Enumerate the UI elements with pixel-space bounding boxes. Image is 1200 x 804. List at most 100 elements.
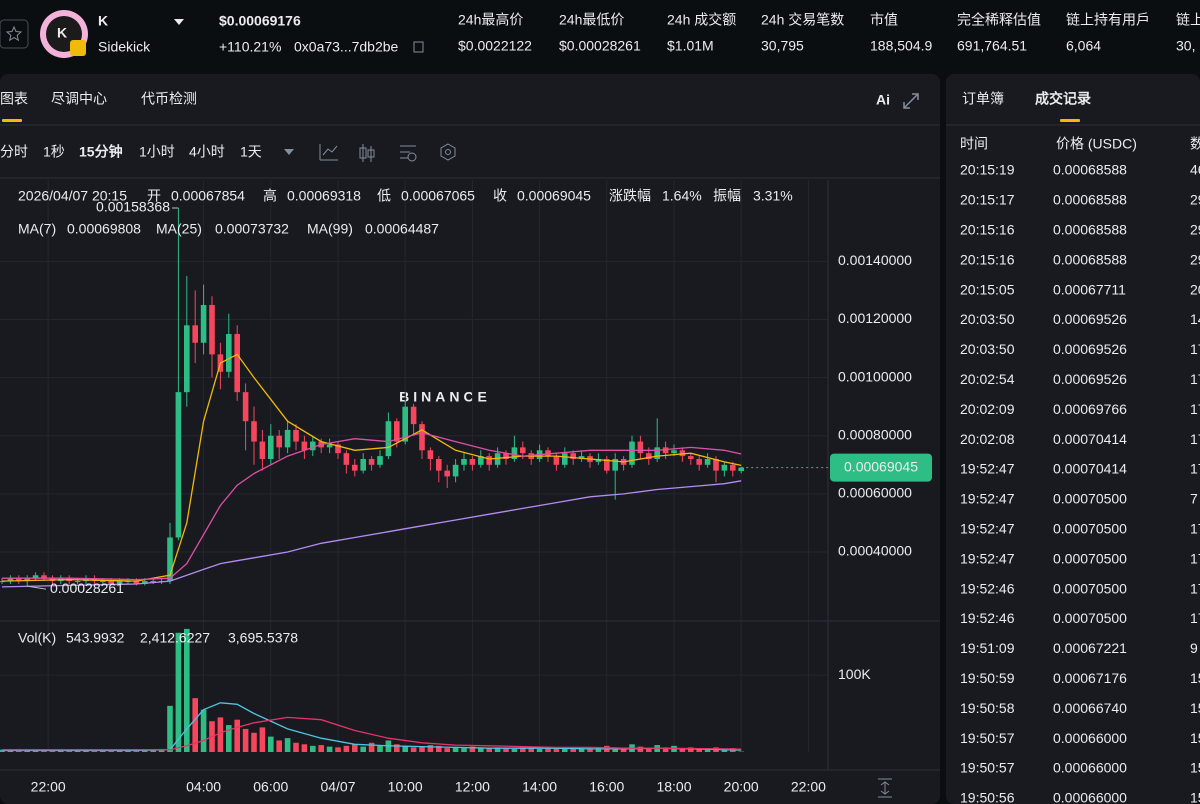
legend-text: 543.9932 — [66, 630, 125, 646]
candle-body — [721, 464, 728, 471]
candle-body — [604, 458, 610, 471]
fullscreen-icon[interactable] — [903, 93, 919, 109]
auto-scale-icon[interactable] — [878, 778, 892, 798]
volume-bar — [32, 750, 39, 752]
volume-bar — [444, 748, 450, 752]
y-tick-label: 0.00080000 — [838, 426, 912, 442]
volume-bar — [49, 750, 56, 752]
interval[interactable]: 分时 — [0, 144, 28, 160]
trade-price: 0.00067221 — [1053, 640, 1127, 656]
volume-bar — [545, 748, 551, 752]
copy-icon[interactable] — [413, 41, 424, 53]
candle-body — [730, 464, 736, 471]
trade-amount: 29 — [1190, 192, 1200, 208]
high-label: 0.00158368 — [96, 199, 170, 215]
trade-amount: 15 — [1190, 700, 1200, 716]
y-tick-label: 100K — [838, 666, 871, 682]
ai-icon[interactable]: Ai — [876, 92, 890, 108]
volume-bar — [452, 747, 459, 752]
trade-time: 20:02:09 — [960, 401, 1015, 417]
legend-text: MA(25) — [156, 221, 202, 237]
trade-price: 0.00069526 — [1053, 371, 1127, 387]
settings-icon[interactable] — [400, 145, 416, 159]
template-icon[interactable] — [440, 143, 456, 161]
indicator-icon[interactable] — [319, 144, 338, 161]
template-icon-dot — [445, 149, 451, 155]
stat-label: 24h最低价 — [559, 12, 624, 28]
low-marker — [27, 585, 47, 590]
chart-tab[interactable]: 图表 — [0, 91, 28, 107]
trade-amount: 17 — [1190, 401, 1200, 417]
trade-amount: 17 — [1190, 461, 1200, 477]
candle-body — [226, 334, 232, 372]
trades-tab[interactable]: 订单簿 — [962, 91, 1004, 107]
trade-price: 0.00070500 — [1053, 491, 1127, 507]
trade-amount: 15 — [1190, 730, 1200, 746]
trade-amount: 7 — [1190, 491, 1198, 507]
contract-address: 0x0a73...7db2be — [294, 39, 399, 55]
candle-body — [377, 456, 383, 465]
trade-time: 20:03:50 — [960, 311, 1015, 327]
trades-tab[interactable]: 成交记录 — [1035, 91, 1091, 107]
legend-text: 0.00069808 — [67, 221, 141, 237]
candle-body — [284, 429, 291, 448]
legend-text: 振幅 — [713, 188, 741, 204]
legend-text: 3.31% — [753, 188, 793, 204]
y-tick-label: 0.00120000 — [838, 310, 912, 326]
interval[interactable]: 15分钟 — [79, 144, 123, 160]
trade-amount: 29 — [1190, 251, 1200, 267]
legend-text: 2,412.6227 — [140, 630, 210, 646]
candle-body — [545, 450, 551, 457]
interval-dropdown[interactable] — [284, 149, 294, 155]
candle-body — [150, 581, 156, 583]
interval[interactable]: 4小时 — [189, 144, 225, 160]
trade-time: 19:50:56 — [960, 790, 1015, 804]
chart-panel — [0, 74, 940, 804]
candle-icon[interactable] — [359, 144, 375, 162]
volume-bar — [494, 747, 501, 752]
stat-label: 链上 — [1176, 12, 1200, 28]
candle-body — [276, 435, 282, 448]
volume-bar — [142, 750, 148, 752]
candle-body — [16, 578, 22, 582]
candle-body — [24, 578, 30, 582]
volume-bar — [511, 748, 518, 752]
volume-bar — [251, 732, 257, 752]
tab-underline — [2, 119, 22, 122]
volume-bar — [7, 750, 14, 752]
volume-bar — [427, 745, 434, 752]
trade-price: 0.00068588 — [1053, 192, 1127, 208]
trade-price: 0.00066000 — [1053, 790, 1127, 804]
candle-body — [310, 441, 316, 451]
trade-time: 20:15:16 — [960, 251, 1015, 267]
volume-bar — [570, 748, 576, 752]
candle-body — [595, 458, 602, 462]
interval[interactable]: 1天 — [240, 144, 262, 160]
candle-body — [570, 453, 576, 459]
chart-tab[interactable]: 尽调中心 — [51, 91, 107, 107]
star-icon — [5, 25, 23, 42]
dropdown-arrow[interactable] — [174, 19, 184, 25]
volume-bar — [461, 748, 467, 752]
favorite-button[interactable] — [0, 19, 29, 49]
volume-bar — [595, 747, 602, 752]
legend-text: Vol(K) — [18, 630, 56, 646]
volume-bar — [352, 744, 358, 752]
column-header: 数 — [1190, 136, 1200, 152]
candle-body — [612, 458, 618, 471]
candle-body — [116, 581, 123, 584]
volume-bar — [578, 748, 585, 752]
ma-line — [1, 353, 742, 582]
interval[interactable]: 1秒 — [43, 144, 65, 160]
trade-price: 0.00066000 — [1053, 730, 1127, 746]
volume-bar — [394, 744, 400, 752]
interval[interactable]: 1小时 — [139, 144, 175, 160]
candle-body — [688, 456, 694, 459]
volume-bar — [284, 738, 291, 752]
legend-text: 0.00069045 — [517, 188, 591, 204]
candle-body — [394, 421, 400, 442]
chart-tab[interactable]: 代币检测 — [141, 91, 197, 107]
